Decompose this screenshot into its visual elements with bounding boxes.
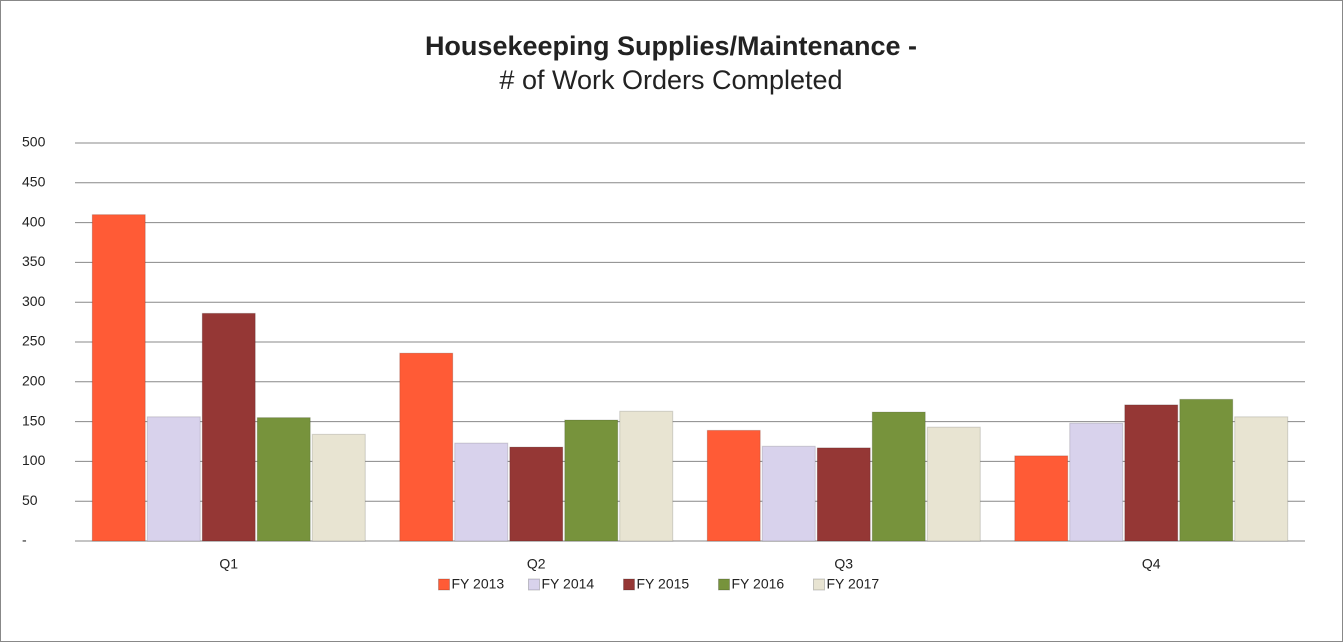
bar <box>564 419 619 542</box>
bar <box>706 429 761 542</box>
legend-label: FY 2014 <box>542 576 595 592</box>
bar <box>761 445 816 542</box>
legend-swatch <box>528 578 540 591</box>
bar <box>1014 455 1069 542</box>
x-tick-label: Q3 <box>834 556 853 572</box>
bar <box>1234 416 1289 542</box>
bar <box>311 433 366 542</box>
legend-label: FY 2017 <box>827 576 880 592</box>
legend-label: FY 2015 <box>637 576 690 592</box>
y-tick-label: 200 <box>22 373 46 389</box>
y-tick-label: - <box>22 532 27 548</box>
y-tick-label: 350 <box>22 253 46 269</box>
legend-swatch <box>718 578 730 591</box>
bar <box>509 446 564 542</box>
legend-swatch <box>438 578 450 591</box>
bar <box>91 214 146 542</box>
bar <box>926 426 981 542</box>
bar <box>146 416 201 542</box>
bar <box>201 312 256 542</box>
y-tick-label: 100 <box>22 452 46 468</box>
y-tick-label: 150 <box>22 412 46 428</box>
bar <box>816 447 871 542</box>
legend-label: FY 2016 <box>732 576 785 592</box>
y-tick-label: 50 <box>22 492 38 508</box>
bar <box>871 411 926 542</box>
x-tick-label: Q2 <box>527 556 546 572</box>
y-tick-label: 400 <box>22 213 46 229</box>
legend-swatch <box>623 578 635 591</box>
y-tick-label: 300 <box>22 293 46 309</box>
legend-label: FY 2013 <box>452 576 505 592</box>
legend-swatch <box>813 578 825 591</box>
bar <box>256 417 311 542</box>
bar <box>1069 422 1124 542</box>
chart-title: Housekeeping Supplies/Maintenance - <box>425 31 917 61</box>
chart-subtitle: # of Work Orders Completed <box>499 65 842 95</box>
y-tick-label: 250 <box>22 333 46 349</box>
bar <box>399 352 454 542</box>
y-tick-label: 500 <box>22 134 46 150</box>
bar <box>619 410 674 542</box>
x-tick-label: Q4 <box>1142 556 1161 572</box>
x-tick-label: Q1 <box>219 556 238 572</box>
bar <box>454 442 509 542</box>
y-tick-label: 450 <box>22 174 46 190</box>
bar <box>1179 398 1234 542</box>
bar <box>1124 404 1179 542</box>
